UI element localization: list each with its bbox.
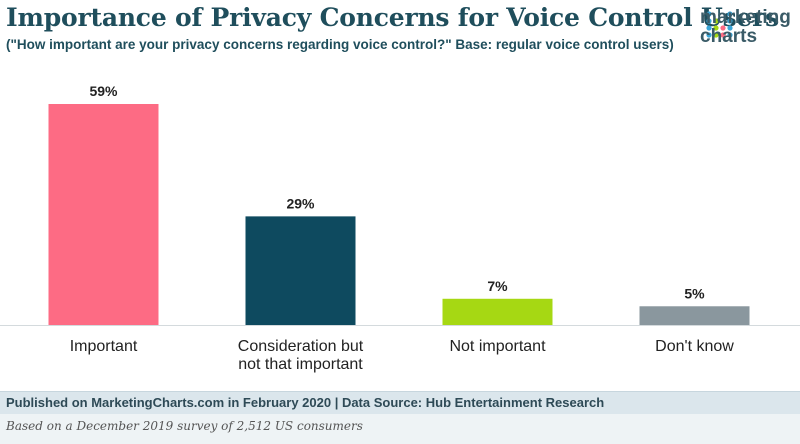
category-label-0-0: Important	[70, 338, 138, 355]
data-label-3: 5%	[684, 285, 705, 301]
data-label-1: 29%	[286, 195, 315, 211]
bar-1	[245, 216, 356, 325]
bar-2	[442, 298, 553, 325]
chart-title: Importance of Privacy Concerns for Voice…	[6, 3, 779, 32]
data-label-0: 59%	[89, 83, 118, 99]
logo-line-2: charts	[700, 26, 758, 47]
bar-0	[48, 104, 159, 325]
data-label-2: 7%	[487, 278, 508, 294]
logo-wordmark: marketing charts	[700, 8, 791, 46]
category-label-1-0: Consideration but	[238, 338, 364, 355]
bar-3	[639, 306, 750, 325]
marketingcharts-logo-icon	[706, 11, 733, 38]
category-label-1-1: not that important	[238, 356, 363, 373]
category-label-2-0: Not important	[449, 338, 546, 355]
footer-published: Published on MarketingCharts.com in Febr…	[0, 391, 800, 414]
logo-line-1: marketing	[700, 7, 791, 28]
footer-note: Based on a December 2019 survey of 2,512…	[0, 414, 800, 444]
category-label-3-0: Don't know	[655, 338, 734, 355]
footer-note-text: Based on a December 2019 survey of 2,512…	[6, 419, 363, 433]
chart-subtitle: ("How important are your privacy concern…	[6, 37, 674, 52]
footer-published-text: Published on MarketingCharts.com in Febr…	[6, 395, 605, 410]
